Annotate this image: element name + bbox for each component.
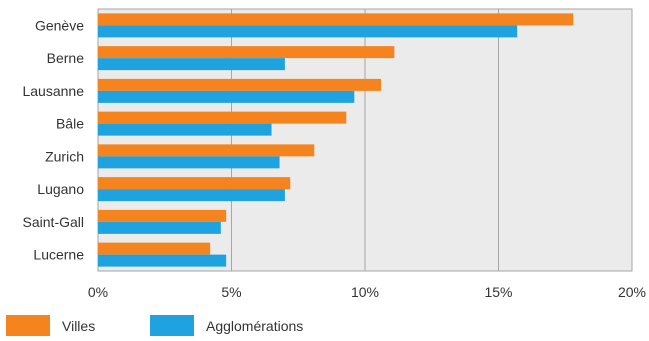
villes-bar — [98, 13, 574, 26]
category-label: Bâle — [56, 116, 84, 132]
villes-bar — [98, 78, 382, 91]
category-labels: Genève Berne Lausanne Bâle Zurich Lugano Saint… — [22, 17, 84, 262]
agglomerations-bar — [98, 189, 285, 202]
agglomerations-bar — [98, 90, 355, 103]
agglomerations-bar — [98, 25, 518, 38]
agglomerations-bar — [98, 123, 272, 136]
villes-bar — [98, 111, 347, 124]
agglomerations-bar — [98, 254, 227, 267]
category-label: Lugano — [37, 181, 84, 197]
x-tick-label: 15% — [484, 284, 512, 300]
x-tick-labels: 0% 5% 10% 15% 20% — [88, 284, 646, 300]
agglomerations-bar — [98, 221, 221, 234]
bars — [98, 13, 574, 267]
category-label: Lucerne — [33, 247, 84, 263]
category-label: Saint-Gall — [23, 214, 84, 230]
villes-bar — [98, 242, 211, 255]
legend-label-villes: Villes — [62, 318, 95, 334]
legend-label-agglomerations: Agglomérations — [206, 318, 303, 334]
category-label: Berne — [47, 50, 85, 66]
villes-bar — [98, 209, 227, 222]
legend-swatch-agglomerations — [150, 315, 194, 336]
villes-bar — [98, 177, 291, 190]
legend-swatch-villes — [6, 315, 50, 336]
category-label: Lausanne — [22, 83, 84, 99]
villes-bar — [98, 144, 315, 157]
x-tick-label: 20% — [618, 284, 646, 300]
category-label: Genève — [35, 17, 84, 33]
legend: Villes Agglomérations — [6, 315, 303, 336]
x-tick-label: 5% — [221, 284, 241, 300]
category-label: Zurich — [45, 148, 84, 164]
agglomerations-bar — [98, 156, 280, 169]
x-tick-label: 0% — [88, 284, 108, 300]
agglomerations-bar — [98, 58, 285, 71]
x-tick-label: 10% — [351, 284, 379, 300]
villes-bar — [98, 46, 395, 59]
